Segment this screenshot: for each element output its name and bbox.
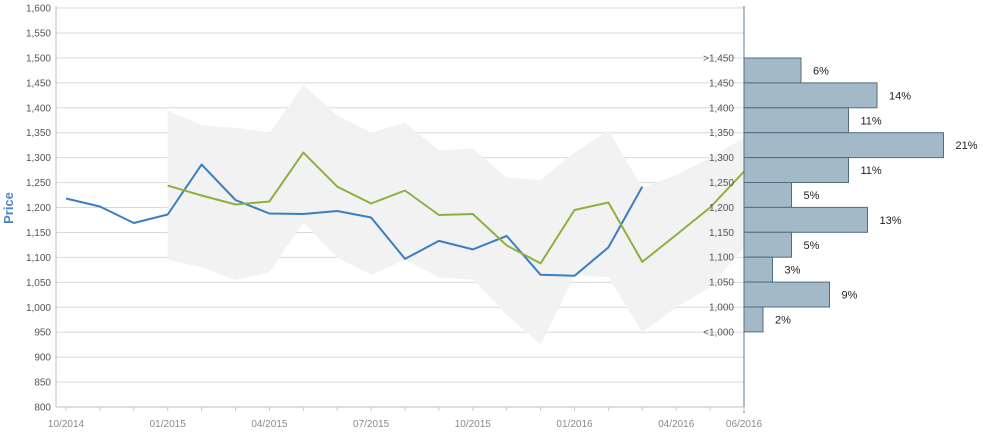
histogram-bin-label: >1,450 <box>703 54 734 65</box>
histogram-percent-label: 3% <box>785 265 801 277</box>
histogram-bin-label: 1,150 <box>709 228 734 239</box>
y-tick-label: 1,150 <box>26 228 51 239</box>
y-tick-label: 900 <box>34 353 51 364</box>
histogram-bar <box>743 306 764 333</box>
axes: 800 850 900 950 1,000 1,050 1,100 1,150 1,200 1,2… <box>26 4 763 431</box>
x-tick-label: 01/2015 <box>150 419 187 430</box>
histogram-bar <box>743 132 944 159</box>
histogram-bar <box>743 157 849 184</box>
y-tick-label: 800 <box>34 403 51 414</box>
y-tick-label: 1,400 <box>26 103 51 114</box>
histogram-bin-label: <1,000 <box>703 327 734 338</box>
histogram-bar <box>743 231 792 258</box>
histogram-bin-label: 1,400 <box>709 103 734 114</box>
green-price-line <box>167 151 745 265</box>
y-tick-label: 1,100 <box>26 253 51 264</box>
histogram-percent-label: 5% <box>804 190 820 202</box>
x-tick-label: 10/2015 <box>455 419 492 430</box>
y-tick-label: 1,350 <box>26 128 51 139</box>
y-tick-label: 1,000 <box>26 303 51 314</box>
histogram-bin-label: 1,350 <box>709 128 734 139</box>
histogram-bar <box>743 281 830 308</box>
y-tick-label: 1,450 <box>26 78 51 89</box>
histogram-percent-label: 11% <box>861 165 882 177</box>
x-tick-label: 10/2014 <box>48 419 85 430</box>
histogram-bar <box>743 256 773 283</box>
y-tick-label: 1,600 <box>26 4 51 15</box>
y-tick-label: 1,200 <box>26 203 51 214</box>
histogram-percent-label: 13% <box>880 215 902 227</box>
histogram-bar <box>743 206 868 233</box>
histogram-percent-label: 2% <box>775 314 791 326</box>
histogram-bar <box>743 182 792 208</box>
histogram-percent-label: 6% <box>813 65 829 77</box>
histogram-bin-label: 1,100 <box>709 253 734 264</box>
histogram-bin-label: 1,050 <box>709 278 734 289</box>
x-tick-label: 04/2015 <box>251 419 288 430</box>
histogram-percent-label: 11% <box>861 115 882 127</box>
histogram-percent-label: 21% <box>956 140 978 152</box>
histogram-bin-label: 1,000 <box>709 303 734 314</box>
histogram-percent-label: 9% <box>842 290 858 302</box>
y-tick-label: 1,500 <box>26 53 51 64</box>
x-tick-label: 04/2016 <box>658 419 695 430</box>
x-tick-label: 06/2016 <box>726 419 763 430</box>
x-tick-label: 07/2015 <box>353 419 390 430</box>
price-series <box>65 151 745 277</box>
histogram-bin-label: 1,300 <box>709 153 734 164</box>
y-axis-label: Price <box>1 192 16 224</box>
y-tick-label: 1,550 <box>26 28 51 39</box>
histogram-bin-label: 1,450 <box>709 78 734 89</box>
y-tick-label: 1,300 <box>26 153 51 164</box>
y-tick-label: 1,050 <box>26 278 51 289</box>
y-tick-label: 1,250 <box>26 178 51 189</box>
histogram-bin-label: 1,250 <box>709 178 734 189</box>
price-histogram: >1,450 6% 1,450 14% 1,400 11% 1,350 21% 1,300 11%… <box>703 54 978 339</box>
histogram-bin-label: 1,200 <box>709 203 734 214</box>
histogram-percent-label: 14% <box>889 90 911 102</box>
histogram-bar <box>743 82 878 109</box>
histogram-percent-label: 5% <box>804 240 820 252</box>
x-tick-label: 01/2016 <box>556 419 593 430</box>
y-tick-label: 950 <box>34 328 51 339</box>
histogram-bar <box>743 57 802 84</box>
histogram-bar <box>743 107 849 134</box>
y-tick-label: 850 <box>34 378 51 389</box>
blue-price-line <box>65 163 644 277</box>
